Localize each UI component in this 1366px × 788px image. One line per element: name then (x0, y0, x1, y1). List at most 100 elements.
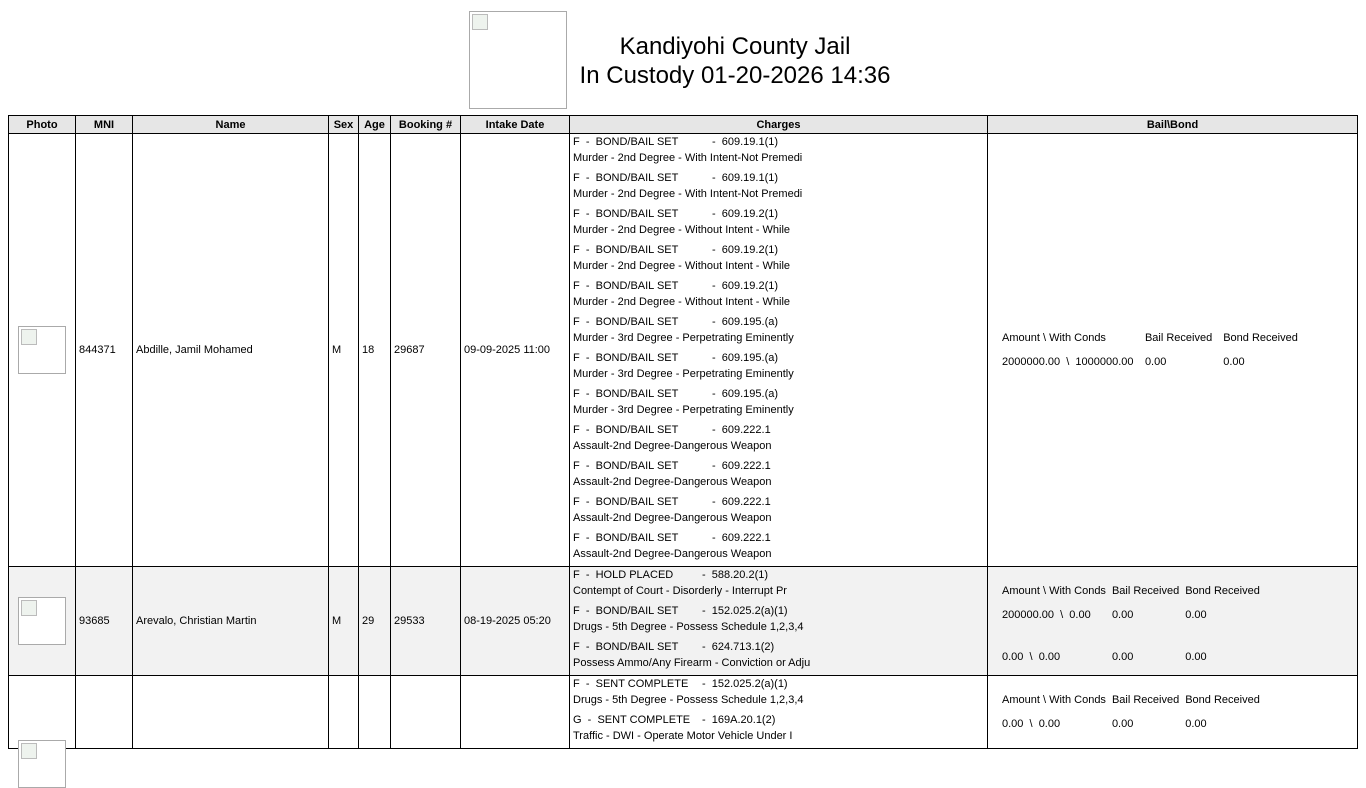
charge-statute: - 588.20.2(1) (702, 569, 769, 581)
bail-header: Bail Received (1111, 694, 1180, 706)
charge-description: Drugs - 5th Degree - Possess Schedule 1,… (573, 694, 804, 706)
photo-cell (8, 133, 76, 567)
sex-cell (328, 675, 359, 749)
charge-type: F - BOND/BAIL SET (573, 316, 679, 328)
charge-entry: F - BOND/BAIL SET - 152.025.2(a)(1) Drugs … (573, 603, 984, 635)
age-cell (358, 675, 391, 749)
sex-cell: M (328, 133, 359, 567)
charge-description: Assault-2nd Degree-Dangerous Weapon (573, 440, 772, 452)
mni-cell: 844371 (75, 133, 133, 567)
charge-entry: F - BOND/BAIL SET - 624.713.1(2) Possess A… (573, 639, 984, 671)
charge-type: F - SENT COMPLETE (573, 678, 689, 690)
charge-description: Drugs - 5th Degree - Possess Schedule 1,… (573, 621, 804, 633)
bail-header-row: Amount \ With Conds Bail Received Bond Rec… (999, 579, 1263, 603)
bail-amount: 2000000.00 \ 1000000.00 (1002, 356, 1134, 368)
booking-cell: 29687 (390, 133, 461, 567)
charge-statute: - 152.025.2(a)(1) (702, 605, 788, 617)
inmate-table: Photo MNI Name Sex Age Booking # Intake Date Ch… (8, 115, 1358, 788)
charge-entry: G - SENT COMPLETE - 169A.20.1(2) Traffic -… (573, 712, 984, 744)
name-cell (132, 675, 329, 749)
charge-statute: - 624.713.1(2) (702, 641, 775, 653)
charge-statute: - 609.195.(a) (712, 388, 779, 400)
bail-bond-received: 0.00 (1185, 651, 1207, 663)
column-header: Age (358, 115, 391, 134)
bail-header: Bond Received (1223, 332, 1298, 344)
charge-description: Traffic - DWI - Operate Motor Vehicle Un… (573, 730, 793, 742)
bail-table: Amount \ With Conds Bail Received Bond Rec… (999, 579, 1263, 663)
charges-cell: F - BOND/BAIL SET - 609.19.1(1) Murder - 2… (569, 133, 988, 567)
bail-cell: Amount \ With Conds Bail Received Bond Rec… (987, 566, 1358, 676)
bail-row: 0.00 \ 0.00 0.00 0.00 (999, 627, 1263, 663)
charge-type: F - BOND/BAIL SET (573, 352, 679, 364)
charge-line: F - BOND/BAIL SET - 152.025.2(a)(1) (573, 603, 984, 619)
charge-type: F - BOND/BAIL SET (573, 388, 679, 400)
column-header: Booking # (390, 115, 461, 134)
jail-name: Kandiyohi County Jail (619, 33, 851, 60)
charge-line: F - BOND/BAIL SET - 609.19.1(1) (573, 170, 984, 186)
charge-line: F - BOND/BAIL SET - 609.19.2(1) (573, 206, 984, 222)
table-row: 844371 Abdille, Jamil Mohamed M 18 29687 09-0… (8, 133, 1358, 567)
charge-entry: F - SENT COMPLETE - 152.025.2(a)(1) Drugs … (573, 676, 984, 708)
charge-description: Assault-2nd Degree-Dangerous Weapon (573, 476, 772, 488)
intake-cell: 08-19-2025 05:20 (460, 566, 570, 676)
charge-entry: F - BOND/BAIL SET - 609.195.(a) Murder - 3… (573, 314, 984, 346)
bail-row: 0.00 \ 0.00 0.00 0.00 (999, 712, 1263, 736)
charge-entry: F - BOND/BAIL SET - 609.19.2(1) Murder - 2… (573, 206, 984, 238)
age-cell: 29 (358, 566, 391, 676)
charge-description: Murder - 3rd Degree - Perpetrating Emine… (573, 404, 794, 416)
charge-line: F - BOND/BAIL SET - 609.19.1(1) (573, 134, 984, 150)
charge-line: F - HOLD PLACED - 588.20.2(1) (573, 567, 984, 583)
bail-row: 2000000.00 \ 1000000.00 0.00 0.00 (999, 350, 1301, 374)
table-row: 93685 Arevalo, Christian Martin M 29 29533 08… (8, 566, 1358, 676)
charges-cell: F - SENT COMPLETE - 152.025.2(a)(1) Drugs … (569, 675, 988, 749)
county-logo-image (469, 11, 567, 109)
charge-line: F - BOND/BAIL SET - 609.222.1 (573, 458, 984, 474)
charge-type: G - SENT COMPLETE (573, 714, 691, 726)
charge-type: F - BOND/BAIL SET (573, 424, 679, 436)
sex-cell: M (328, 566, 359, 676)
bail-table: Amount \ With Conds Bail Received Bond Rec… (999, 326, 1301, 374)
charge-statute: - 609.19.1(1) (712, 172, 779, 184)
custody-timestamp: In Custody 01-20-2026 14:36 (579, 62, 891, 89)
bail-bond-received: 0.00 (1185, 718, 1207, 730)
charge-line: F - BOND/BAIL SET - 609.222.1 (573, 494, 984, 510)
charge-type: F - HOLD PLACED (573, 569, 674, 581)
charge-entry: F - BOND/BAIL SET - 609.19.1(1) Murder - 2… (573, 170, 984, 202)
charge-type: F - BOND/BAIL SET (573, 460, 679, 472)
charge-entry: F - BOND/BAIL SET - 609.195.(a) Murder - 3… (573, 350, 984, 382)
charge-description: Murder - 3rd Degree - Perpetrating Emine… (573, 368, 794, 380)
photo-cell (8, 566, 76, 676)
charge-line: F - SENT COMPLETE - 152.025.2(a)(1) (573, 676, 984, 692)
intake-cell (460, 675, 570, 749)
bail-cell: Amount \ With Conds Bail Received Bond Rec… (987, 675, 1358, 749)
bail-header: Amount \ With Conds (1002, 332, 1106, 344)
charge-entry: F - BOND/BAIL SET - 609.195.(a) Murder - 3… (573, 386, 984, 418)
charge-description: Murder - 2nd Degree - Without Intent - W… (573, 224, 791, 236)
charge-statute: - 609.195.(a) (712, 316, 779, 328)
column-header: Photo (8, 115, 76, 134)
charge-statute: - 609.19.2(1) (712, 244, 779, 256)
charge-line: F - BOND/BAIL SET - 624.713.1(2) (573, 639, 984, 655)
charge-type: F - BOND/BAIL SET (573, 532, 679, 544)
charge-line: F - BOND/BAIL SET - 609.19.2(1) (573, 278, 984, 294)
charge-line: F - BOND/BAIL SET - 609.222.1 (573, 530, 984, 546)
column-header: Name (132, 115, 329, 134)
column-header: Bail\Bond (987, 115, 1358, 134)
bail-header: Amount \ With Conds (1002, 585, 1106, 597)
charge-type: F - BOND/BAIL SET (573, 172, 679, 184)
bail-header-row: Amount \ With Conds Bail Received Bond Rec… (999, 326, 1301, 350)
name-cell: Abdille, Jamil Mohamed (132, 133, 329, 567)
age-cell: 18 (358, 133, 391, 567)
charge-line: F - BOND/BAIL SET - 609.195.(a) (573, 350, 984, 366)
inmate-photo-image (18, 326, 66, 374)
bail-amount: 0.00 \ 0.00 (1002, 651, 1061, 663)
column-header: MNI (75, 115, 133, 134)
charge-line: F - BOND/BAIL SET - 609.195.(a) (573, 314, 984, 330)
charge-description: Murder - 2nd Degree - With Intent-Not Pr… (573, 152, 803, 164)
bail-header: Bail Received (1144, 332, 1213, 344)
charges-cell: F - HOLD PLACED - 588.20.2(1) Contempt of … (569, 566, 988, 676)
charge-type: F - BOND/BAIL SET (573, 244, 679, 256)
charge-statute: - 609.19.2(1) (712, 280, 779, 292)
bail-amount: 200000.00 \ 0.00 (1002, 609, 1091, 621)
booking-cell (390, 675, 461, 749)
